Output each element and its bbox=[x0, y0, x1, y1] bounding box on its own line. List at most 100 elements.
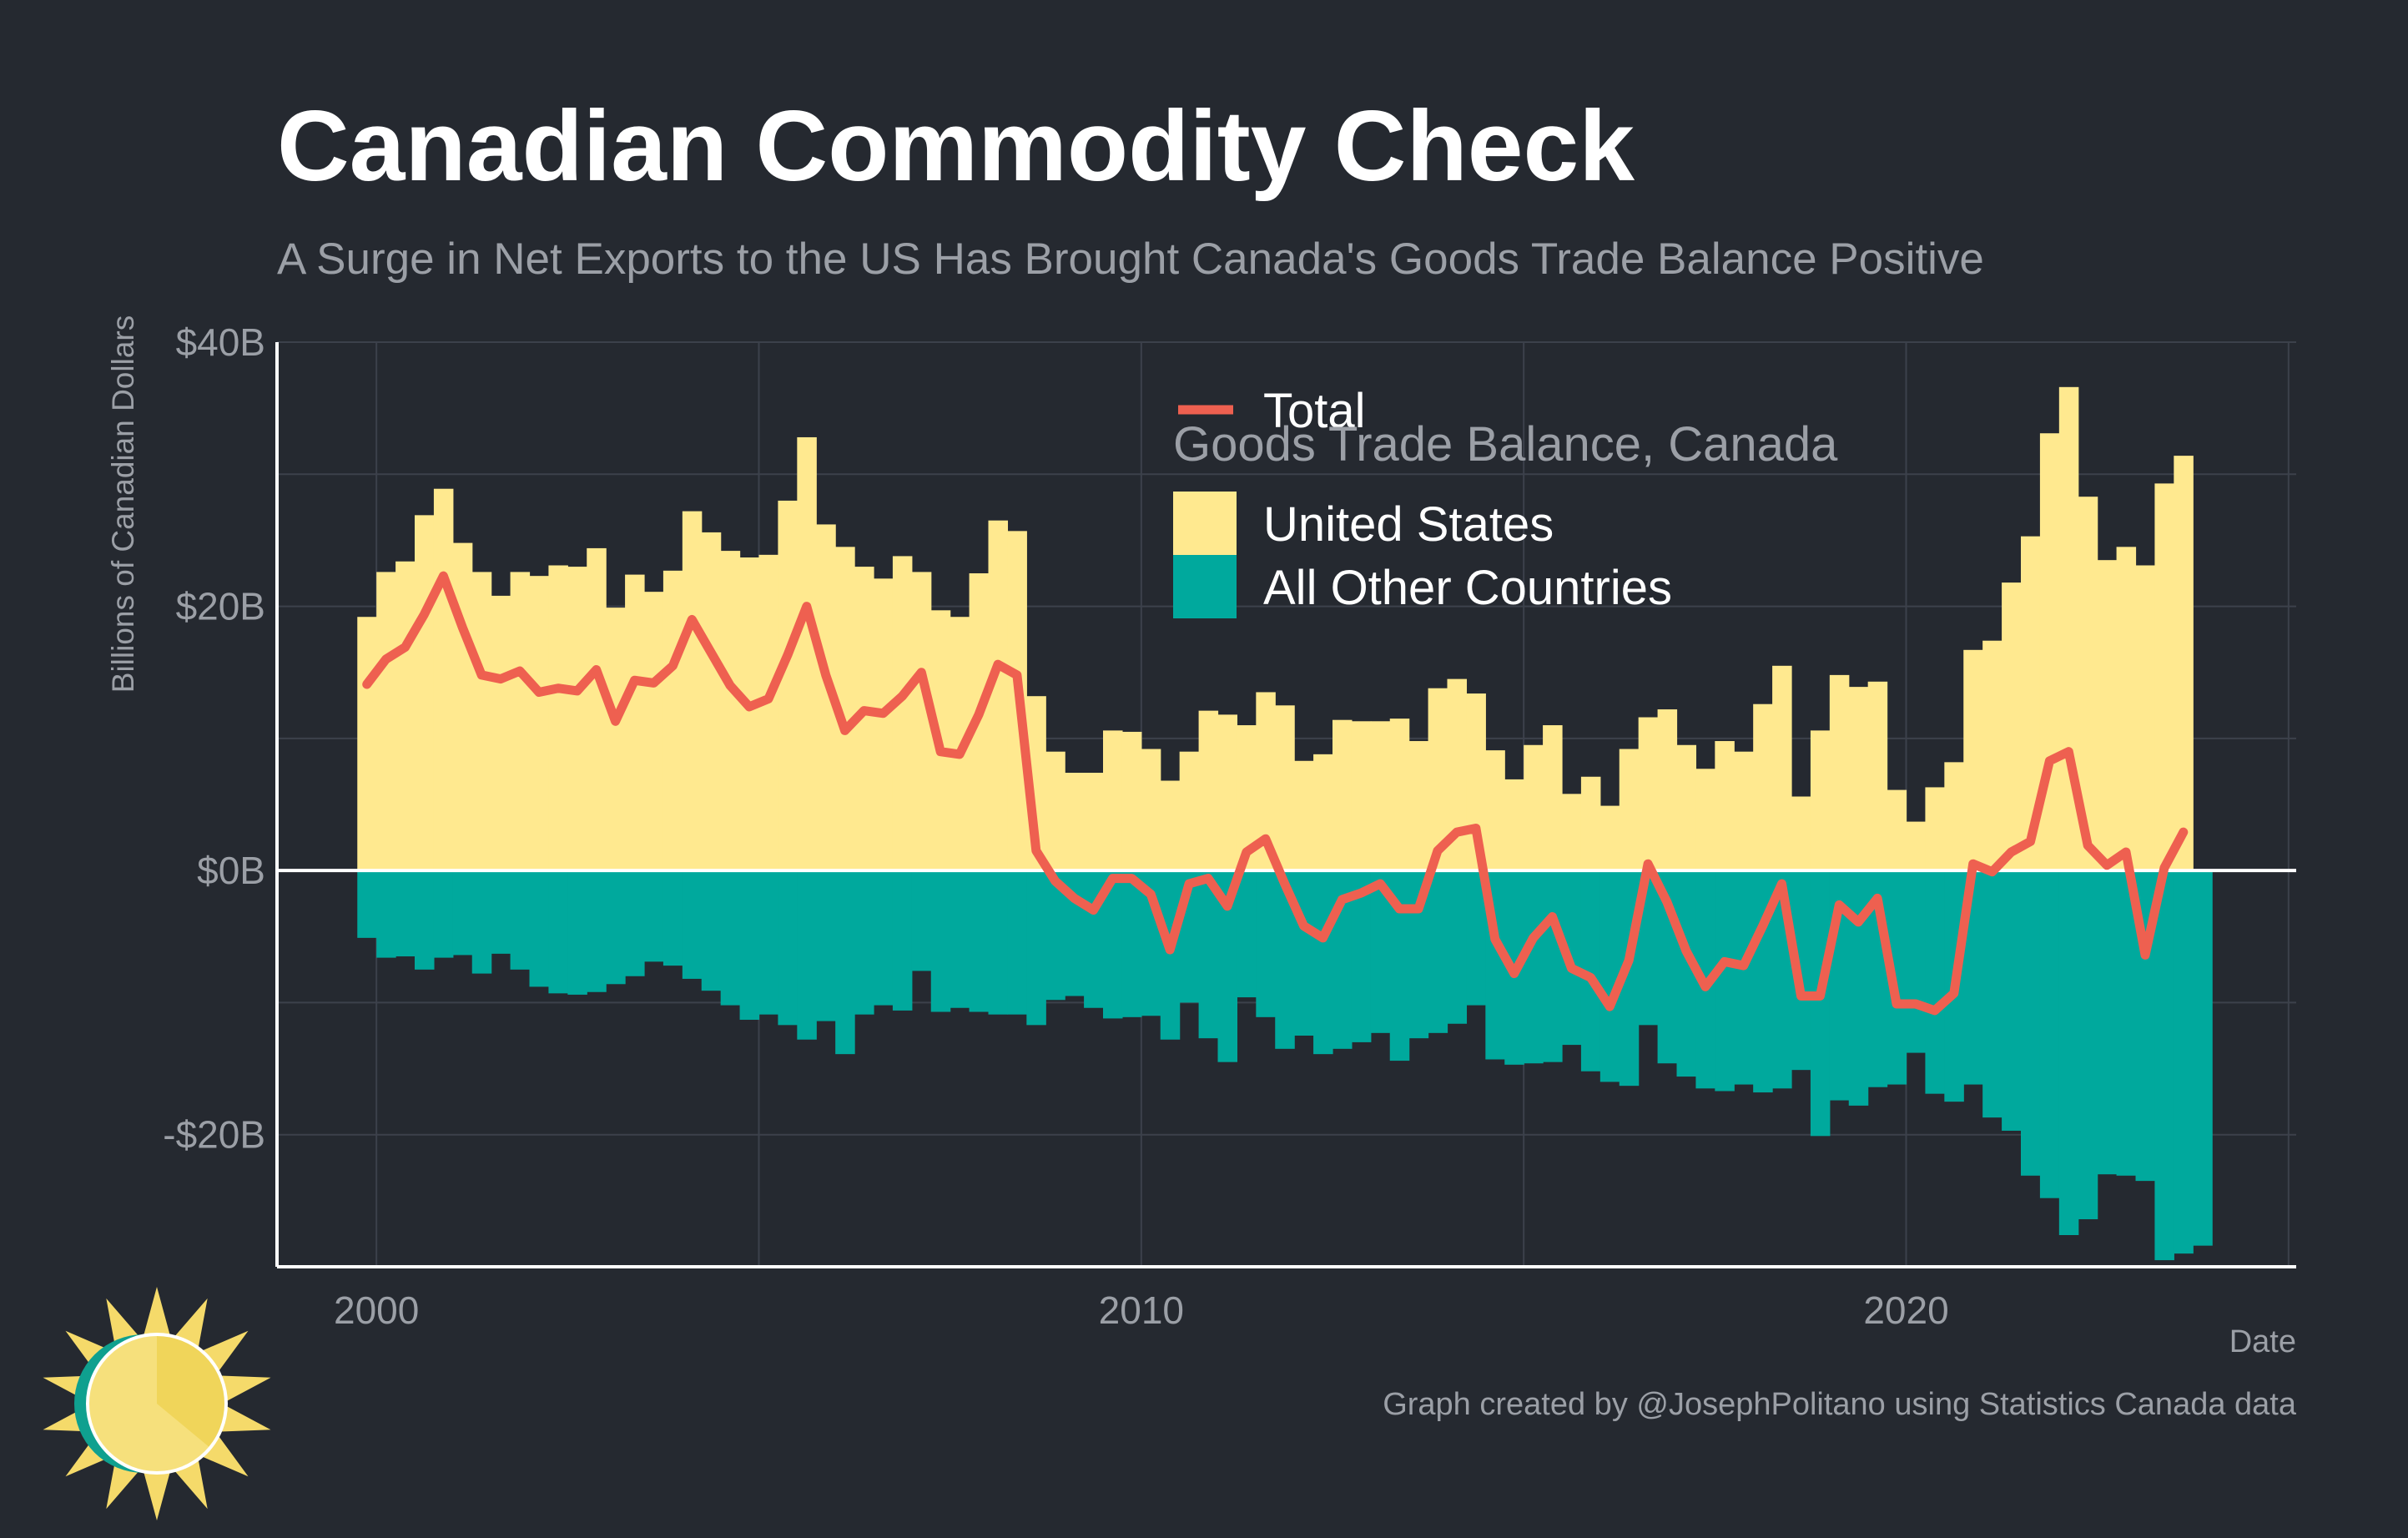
y-tick-label: $40B bbox=[176, 320, 265, 364]
bar-united-states bbox=[682, 511, 703, 871]
bar-united-states bbox=[1389, 719, 1410, 871]
bar-united-states bbox=[2078, 497, 2098, 871]
bar-united-states bbox=[2154, 483, 2174, 871]
bar-all-other-countries bbox=[1160, 870, 1181, 1040]
bar-all-other-countries bbox=[357, 870, 377, 938]
legend-title: Goods Trade Balance, Canada bbox=[1173, 417, 1838, 471]
bar-united-states bbox=[1332, 719, 1353, 871]
bar-all-other-countries bbox=[1256, 870, 1276, 1017]
bar-united-states bbox=[662, 570, 683, 871]
bar-united-states bbox=[625, 574, 645, 871]
bar-united-states bbox=[1543, 725, 1563, 871]
bar-all-other-countries bbox=[1524, 870, 1544, 1064]
bar-all-other-countries bbox=[701, 870, 722, 991]
bar-united-states bbox=[1848, 687, 1869, 871]
bar-united-states bbox=[2135, 565, 2156, 871]
bar-united-states bbox=[433, 488, 454, 871]
bar-all-other-countries bbox=[1389, 870, 1410, 1061]
bar-united-states bbox=[797, 436, 817, 871]
bar-all-other-countries bbox=[1599, 870, 1620, 1082]
bar-all-other-countries bbox=[2116, 870, 2137, 1176]
bar-all-other-countries bbox=[567, 870, 587, 995]
bar-all-other-countries bbox=[930, 870, 951, 1012]
bar-all-other-countries bbox=[816, 870, 836, 1021]
chart-subtitle: A Surge in Net Exports to the US Has Bro… bbox=[277, 234, 1984, 284]
chart-title: Canadian Commodity Check bbox=[277, 90, 1635, 202]
legend-other-label: All Other Countries bbox=[1263, 561, 1672, 615]
bar-united-states bbox=[1772, 665, 1792, 871]
bar-all-other-countries bbox=[1715, 870, 1735, 1092]
x-tick-label: 2000 bbox=[334, 1288, 419, 1332]
bar-all-other-countries bbox=[415, 870, 435, 970]
bar-united-states bbox=[1198, 710, 1219, 871]
bar-all-other-countries bbox=[1734, 870, 1754, 1085]
bar-united-states bbox=[854, 567, 874, 871]
bar-all-other-countries bbox=[625, 870, 645, 976]
bar-all-other-countries bbox=[1543, 870, 1563, 1062]
bar-all-other-countries bbox=[2174, 870, 2194, 1254]
bar-united-states bbox=[606, 608, 626, 871]
bar-united-states bbox=[1944, 762, 1964, 871]
legend-us-swatch bbox=[1173, 492, 1237, 555]
bar-united-states bbox=[491, 595, 511, 871]
bar-united-states bbox=[1791, 796, 1811, 871]
bar-united-states bbox=[1103, 730, 1123, 871]
bar-all-other-countries bbox=[644, 870, 664, 962]
bar-united-states bbox=[548, 565, 568, 871]
bar-united-states bbox=[1447, 678, 1468, 871]
bar-all-other-countries bbox=[797, 870, 817, 1040]
bar-united-states bbox=[874, 578, 894, 871]
bar-united-states bbox=[1485, 750, 1505, 871]
bar-united-states bbox=[1504, 779, 1524, 871]
bar-united-states bbox=[2002, 582, 2022, 871]
bar-united-states bbox=[1715, 741, 1735, 871]
bar-all-other-countries bbox=[376, 870, 396, 958]
bar-all-other-countries bbox=[739, 870, 760, 1021]
bars-all-other-countries bbox=[357, 870, 2213, 1261]
bar-all-other-countries bbox=[1848, 870, 1869, 1106]
bar-united-states bbox=[644, 592, 664, 871]
bar-united-states bbox=[471, 572, 492, 871]
bar-all-other-countries bbox=[587, 870, 607, 992]
bar-all-other-countries bbox=[2039, 870, 2060, 1198]
bar-all-other-countries bbox=[911, 870, 932, 971]
bar-united-states bbox=[1237, 725, 1257, 871]
bar-all-other-countries bbox=[969, 870, 990, 1012]
bar-all-other-countries bbox=[1370, 870, 1391, 1033]
bar-united-states bbox=[2097, 560, 2118, 871]
bar-united-states bbox=[1179, 751, 1200, 871]
bar-all-other-countries bbox=[510, 870, 531, 970]
bar-all-other-countries bbox=[433, 870, 454, 958]
bar-all-other-countries bbox=[950, 870, 970, 1008]
bar-all-other-countries bbox=[1906, 870, 1927, 1053]
legend-other-swatch bbox=[1173, 555, 1237, 618]
bar-all-other-countries bbox=[1676, 870, 1697, 1077]
bar-all-other-countries bbox=[854, 870, 874, 1015]
bar-united-states bbox=[1925, 787, 1945, 871]
bar-all-other-countries bbox=[720, 870, 741, 1006]
bar-united-states bbox=[1638, 717, 1659, 871]
bar-united-states bbox=[1160, 780, 1181, 871]
bar-all-other-countries bbox=[1007, 870, 1027, 1015]
bar-all-other-countries bbox=[892, 870, 913, 1011]
bar-all-other-countries bbox=[529, 870, 550, 987]
bar-all-other-countries bbox=[2002, 870, 2022, 1131]
bar-united-states bbox=[357, 617, 377, 871]
bar-all-other-countries bbox=[1428, 870, 1448, 1033]
bar-all-other-countries bbox=[452, 870, 473, 956]
x-tick-labels: 2000 2010 2020 bbox=[334, 1288, 1949, 1332]
bar-all-other-countries bbox=[491, 870, 511, 954]
bar-all-other-countries bbox=[1026, 870, 1046, 1026]
legend-us-label: United States bbox=[1263, 497, 1554, 552]
x-tick-label: 2020 bbox=[1863, 1288, 1948, 1332]
bar-united-states bbox=[1599, 805, 1620, 871]
bar-united-states bbox=[835, 547, 855, 871]
bar-united-states bbox=[1370, 721, 1391, 871]
bar-all-other-countries bbox=[2097, 870, 2118, 1175]
bar-united-states bbox=[1313, 754, 1333, 871]
bar-all-other-countries bbox=[2058, 870, 2079, 1236]
bar-all-other-countries bbox=[1351, 870, 1372, 1042]
bar-all-other-countries bbox=[1925, 870, 1945, 1094]
bar-all-other-countries bbox=[1275, 870, 1295, 1049]
bar-united-states bbox=[701, 532, 722, 871]
